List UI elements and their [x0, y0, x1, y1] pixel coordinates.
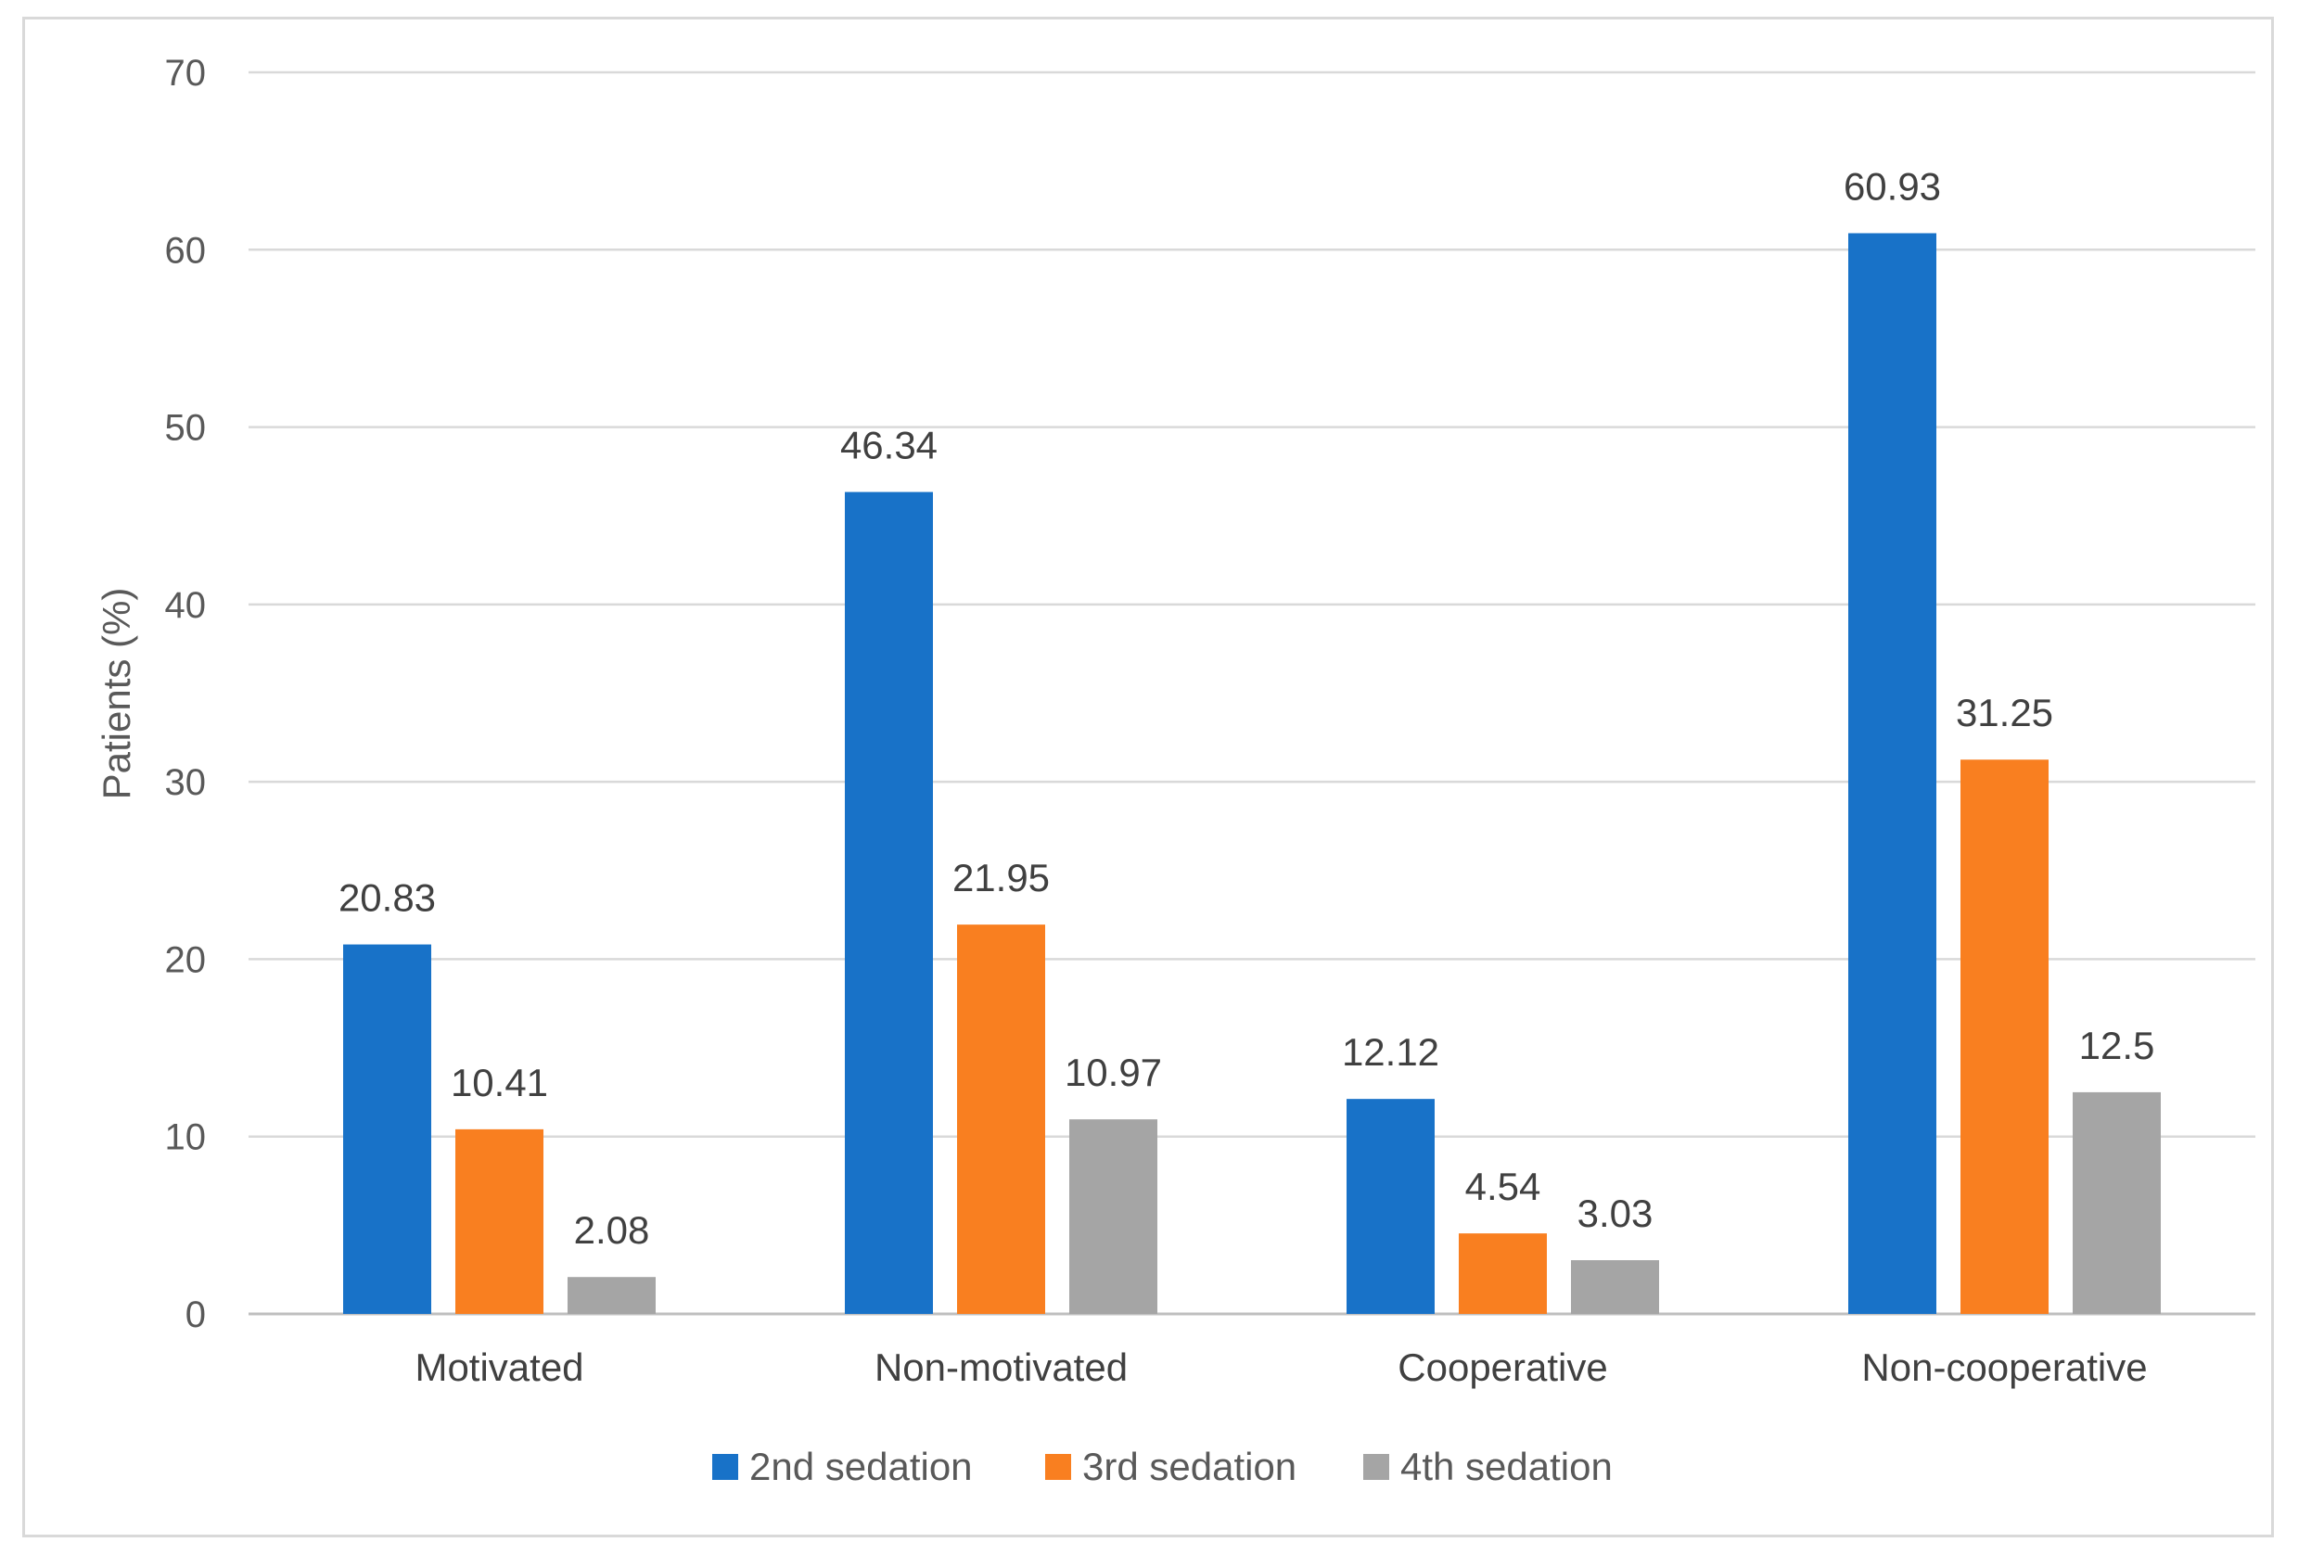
data-label: 31.25	[1956, 691, 2053, 734]
bar-2nd-sedation-cooperative	[1347, 1099, 1435, 1314]
category-label: Non-motivated	[875, 1345, 1128, 1389]
y-tick-label: 50	[165, 408, 207, 449]
y-axis-ticks: 0 10 20 30 40 50 60 70	[165, 53, 207, 1335]
category-label: Motivated	[415, 1345, 583, 1389]
data-label: 12.12	[1342, 1030, 1439, 1074]
data-label: 12.5	[2079, 1024, 2155, 1067]
legend-swatch	[712, 1454, 738, 1480]
legend[interactable]: 2nd sedation 3rd sedation 4th sedation	[712, 1445, 1613, 1488]
data-label: 10.41	[451, 1061, 548, 1104]
legend-label: 2nd sedation	[749, 1445, 973, 1488]
data-label: 3.03	[1577, 1192, 1654, 1235]
data-label: 20.83	[338, 876, 436, 920]
bar-3rd-sedation-cooperative	[1459, 1233, 1547, 1314]
y-tick-label: 10	[165, 1117, 207, 1158]
bar-3rd-sedation-motivated	[455, 1128, 543, 1314]
y-tick-label: 0	[185, 1294, 206, 1335]
bar-4th-sedation-cooperative	[1571, 1260, 1659, 1314]
data-label: 21.95	[952, 856, 1050, 899]
y-tick-label: 20	[165, 939, 207, 980]
category-label: Cooperative	[1398, 1345, 1607, 1389]
legend-swatch	[1045, 1454, 1071, 1480]
data-label: 10.97	[1065, 1051, 1162, 1094]
bar-2nd-sedation-non-motivated	[845, 491, 933, 1314]
bar-4th-sedation-non-cooperative	[2073, 1091, 2161, 1314]
category-label: Non-cooperative	[1861, 1345, 2147, 1389]
data-label: 60.93	[1844, 164, 1941, 208]
bar-4th-sedation-non-motivated	[1069, 1119, 1157, 1314]
y-tick-label: 30	[165, 762, 207, 803]
y-tick-label: 60	[165, 230, 207, 271]
bars	[343, 233, 2161, 1315]
data-label: 46.34	[840, 424, 938, 467]
bar-2nd-sedation-motivated	[343, 944, 431, 1314]
bar-3rd-sedation-non-motivated	[957, 924, 1045, 1314]
legend-label: 3rd sedation	[1082, 1445, 1296, 1488]
legend-label: 4th sedation	[1400, 1445, 1613, 1488]
category-labels: Motivated Non-motivated Cooperative Non-coo…	[415, 1345, 2147, 1389]
data-labels: 20.83 10.41 2.08 46.34 21.95 10.97 12.12 4.54 3.…	[338, 164, 2154, 1252]
data-label: 4.54	[1465, 1165, 1541, 1208]
bar-3rd-sedation-non-cooperative	[1960, 759, 2049, 1314]
y-tick-label: 70	[165, 53, 207, 94]
y-axis-label: Patients (%)	[95, 588, 138, 800]
bar-4th-sedation-motivated	[568, 1277, 656, 1314]
bar-2nd-sedation-non-cooperative	[1848, 233, 1936, 1315]
legend-swatch	[1363, 1454, 1389, 1480]
gridlines	[249, 70, 2255, 1316]
data-label: 2.08	[574, 1208, 650, 1252]
y-tick-label: 40	[165, 585, 207, 626]
